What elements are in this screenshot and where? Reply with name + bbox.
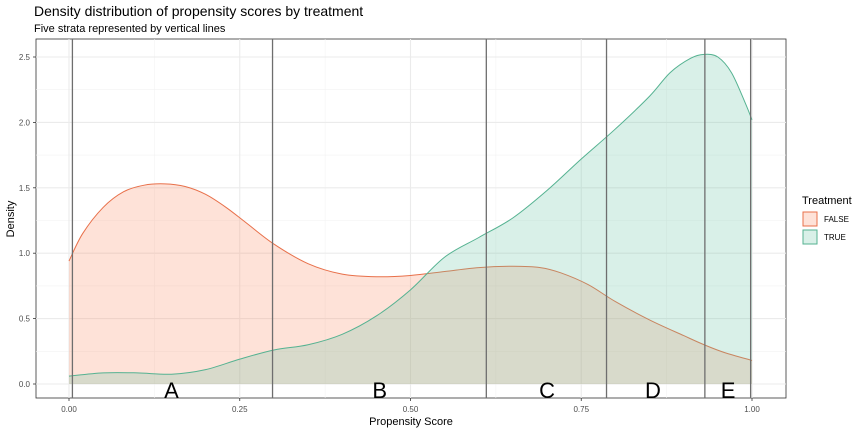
strata-labels: A B C D E xyxy=(164,378,735,403)
legend-label-true: TRUE xyxy=(824,233,846,242)
stratum-label-b: B xyxy=(372,378,387,403)
major-gridlines xyxy=(36,39,786,398)
density-area-true xyxy=(69,54,752,384)
y-tick-label: 0.5 xyxy=(19,315,31,324)
x-axis-title: Propensity Score xyxy=(369,416,453,428)
legend-key-bg xyxy=(802,229,818,245)
y-tick-label: 0.0 xyxy=(19,380,31,389)
x-tick-label: 1.00 xyxy=(744,405,760,414)
density-line-true xyxy=(68,53,753,377)
y-tick-label: 2.5 xyxy=(19,53,31,62)
x-axis-ticks: 0.00 0.25 0.50 0.75 1.00 xyxy=(61,398,760,414)
legend-label-false: FALSE xyxy=(824,215,849,224)
x-tick-label: 0.50 xyxy=(403,405,419,414)
y-axis-title: Density xyxy=(5,200,17,237)
stratum-label-a: A xyxy=(164,378,179,403)
legend-items: FALSE TRUE xyxy=(802,211,849,245)
y-tick-label: 1.0 xyxy=(19,249,31,258)
legend-swatch-true xyxy=(802,229,818,245)
chart-subtitle: Five strata represented by vertical line… xyxy=(34,23,226,35)
chart-title: Density distribution of propensity score… xyxy=(34,3,363,19)
density-area-false xyxy=(69,183,752,384)
strata-lines xyxy=(71,39,752,398)
y-axis-ticks: 0.0 0.5 1.0 1.5 2.0 2.5 xyxy=(19,53,36,389)
legend-title: Treatment xyxy=(802,195,852,207)
x-tick-label: 0.25 xyxy=(232,405,248,414)
stratum-label-c: C xyxy=(539,378,555,403)
legend: Treatment FALSE TRUE xyxy=(802,195,852,245)
stratum-label-e: E xyxy=(721,378,736,403)
density-line-false xyxy=(68,183,753,361)
stratum-label-d: D xyxy=(645,378,661,403)
density-areas xyxy=(68,53,753,384)
y-tick-label: 2.0 xyxy=(19,118,31,127)
legend-key-bg xyxy=(802,211,818,227)
x-tick-label: 0.00 xyxy=(61,405,77,414)
x-tick-label: 0.75 xyxy=(573,405,589,414)
legend-swatch-false xyxy=(802,211,818,227)
y-tick-label: 1.5 xyxy=(19,184,31,193)
